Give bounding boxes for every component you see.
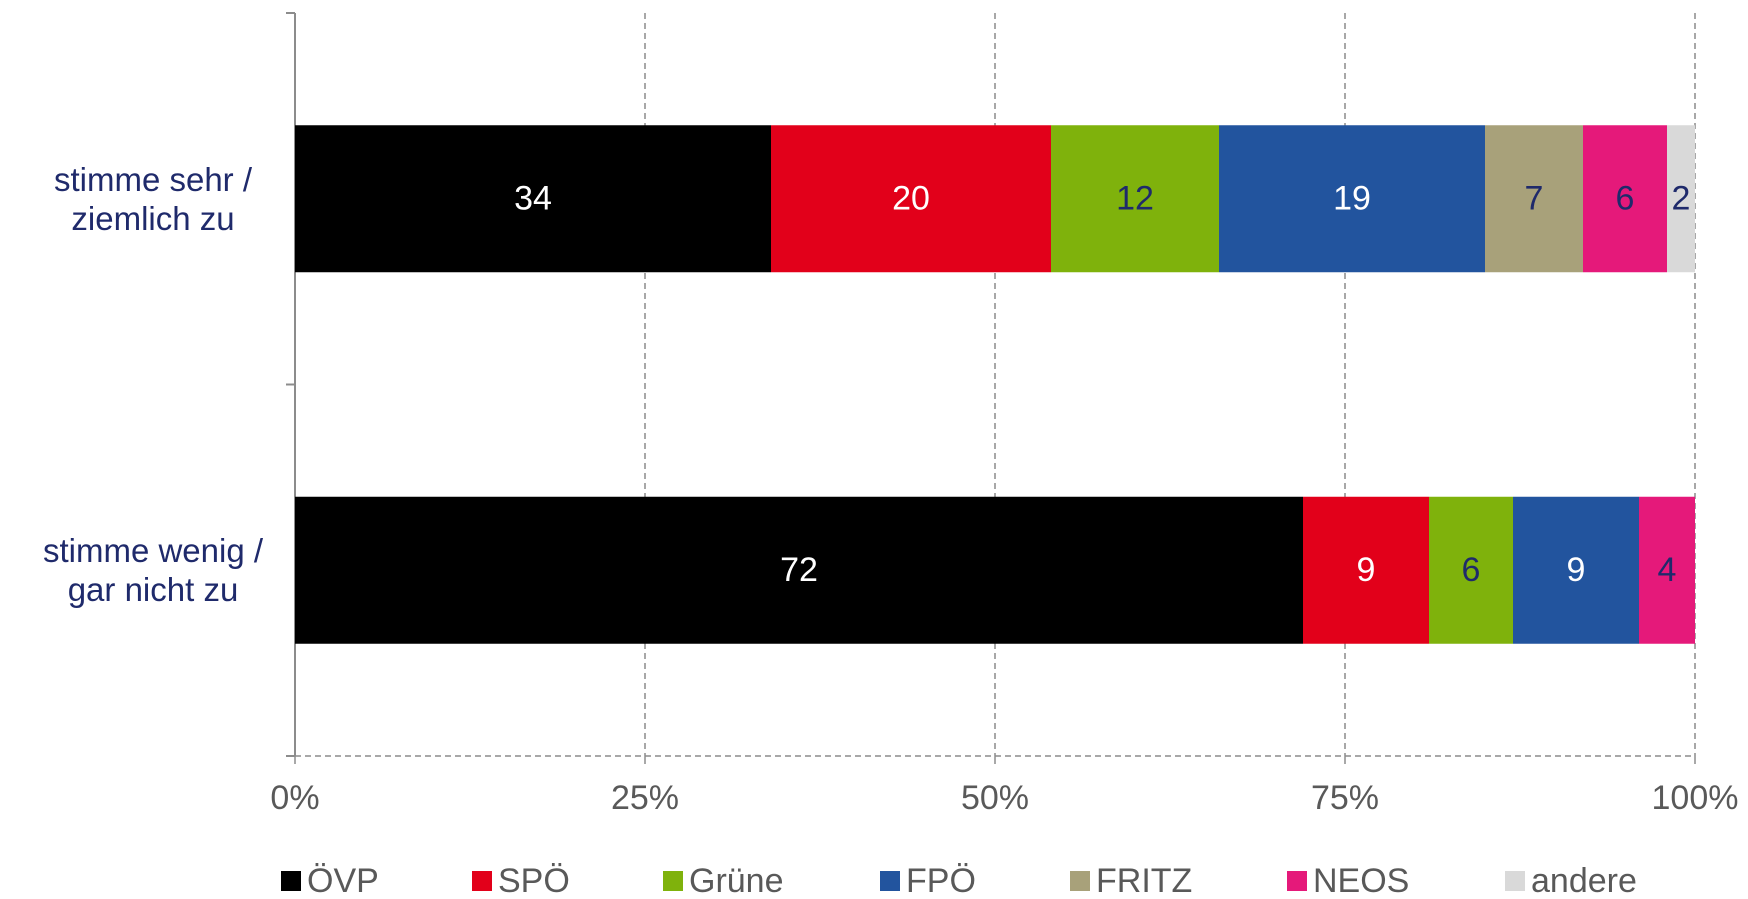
legend-label: andere — [1531, 862, 1637, 899]
data-label: 7 — [1525, 180, 1544, 218]
bar-segment — [1667, 125, 1695, 273]
bar-segment — [1513, 496, 1639, 644]
data-label: 4 — [1658, 551, 1677, 589]
legend-swatch — [1505, 871, 1525, 891]
bar-segment — [1303, 496, 1429, 644]
x-tick-label: 50% — [961, 779, 1029, 817]
y-tick-label: stimme wenig / gar nicht zu — [42, 532, 264, 609]
bar-segment — [1583, 125, 1667, 273]
bar-segment — [1485, 125, 1583, 273]
bar-segment — [1639, 496, 1695, 644]
data-label: 9 — [1567, 551, 1586, 589]
bar-segment — [1051, 125, 1219, 273]
x-tick-label: 25% — [611, 779, 679, 817]
bar-segment — [771, 125, 1051, 273]
legend-label: FRITZ — [1096, 862, 1192, 899]
x-tick-label: 100% — [1652, 779, 1739, 817]
data-label: 72 — [780, 551, 818, 589]
bar-segment — [1429, 496, 1513, 644]
data-label: 2 — [1672, 180, 1691, 218]
legend-label: NEOS — [1313, 862, 1409, 899]
legend-label: SPÖ — [498, 862, 570, 899]
data-label: 19 — [1333, 180, 1371, 218]
legend-label: FPÖ — [906, 862, 976, 899]
legend-label: Grüne — [689, 862, 784, 899]
x-tick-label: 75% — [1311, 779, 1379, 817]
bar-segment — [295, 496, 1303, 644]
legend-swatch — [1287, 871, 1307, 891]
data-label: 6 — [1616, 180, 1635, 218]
data-label: 12 — [1116, 180, 1154, 218]
legend-label: ÖVP — [307, 862, 379, 899]
data-label: 20 — [892, 180, 930, 218]
legend-swatch — [663, 871, 683, 891]
data-label: 6 — [1462, 551, 1481, 589]
legend-swatch — [472, 871, 492, 891]
x-tick-label: 0% — [270, 779, 319, 817]
legend-swatch — [880, 871, 900, 891]
data-label: 9 — [1357, 551, 1376, 589]
bar-segment — [1219, 125, 1485, 273]
legend-swatch — [281, 871, 301, 891]
bar-segment — [295, 125, 771, 273]
data-label: 34 — [514, 180, 552, 218]
legend-swatch — [1070, 871, 1090, 891]
y-tick-label: stimme sehr / ziemlich zu — [53, 160, 253, 237]
